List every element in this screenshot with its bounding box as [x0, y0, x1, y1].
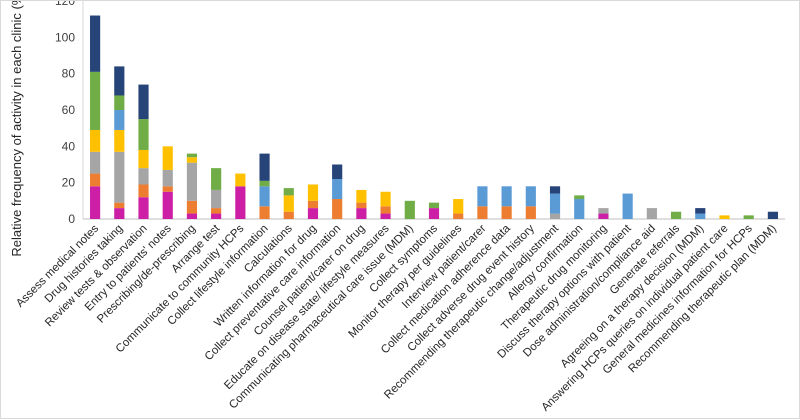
bar-segment — [598, 208, 609, 214]
bar-segment — [332, 199, 343, 219]
category-label: Review tests & observation — [43, 223, 150, 330]
bar-segment — [138, 168, 149, 185]
bar-segment — [186, 153, 198, 158]
y-tick-label: 120 — [55, 1, 75, 8]
bar-segment — [525, 186, 536, 207]
bar-segment — [695, 213, 706, 219]
bar-segment — [138, 149, 149, 169]
bar-segment — [453, 199, 464, 214]
bar-segment — [453, 213, 464, 219]
bar-segment — [477, 186, 488, 207]
y-tick-label: 40 — [62, 139, 76, 153]
bar-segment — [114, 202, 125, 209]
bar-segment — [356, 189, 367, 203]
bar-segment — [283, 195, 294, 212]
bar-segment — [186, 162, 198, 201]
bar-segment — [549, 186, 561, 194]
bar-segment — [356, 208, 367, 219]
bar-segment — [380, 191, 391, 207]
bar-segment — [332, 164, 343, 180]
bar-segment — [501, 186, 512, 207]
bar-segment — [283, 211, 294, 219]
bar-segment — [259, 153, 270, 181]
bar-segment — [211, 208, 222, 214]
bar-segment — [646, 208, 657, 219]
y-tick-label: 100 — [55, 30, 75, 44]
bar-segment — [162, 146, 173, 170]
bar-segment — [114, 66, 125, 96]
y-tick-label: 0 — [68, 212, 75, 226]
bar-segment — [138, 84, 149, 120]
bar-segment — [477, 206, 488, 219]
bar-segment — [380, 206, 391, 214]
bar-segment — [114, 208, 125, 219]
y-tick-label: 20 — [62, 176, 76, 190]
bar-segment — [670, 211, 682, 219]
bar-segment — [90, 129, 101, 152]
bar-segment — [186, 213, 198, 219]
bar-segment — [162, 169, 173, 187]
bar-segment — [114, 151, 125, 203]
bar-segment — [622, 193, 633, 219]
bar-segment — [138, 184, 149, 198]
bar-segment — [743, 215, 754, 219]
bar-segment — [695, 208, 706, 214]
y-tick-labels: 0 20 40 60 80 100 120 — [55, 1, 75, 226]
bar-segment — [767, 211, 778, 219]
bar-segment — [574, 195, 585, 200]
y-tick-label: 80 — [62, 67, 76, 81]
bar-segment — [380, 213, 391, 219]
bar-segment — [211, 168, 222, 190]
bar-segment — [307, 200, 319, 209]
bar-segment — [501, 206, 512, 219]
bar-segment — [114, 110, 125, 130]
bar-segment — [719, 215, 730, 219]
y-tick-label: 60 — [62, 103, 76, 117]
bar-segment — [114, 95, 125, 110]
bar-segment — [235, 186, 246, 219]
bars-group — [90, 15, 778, 219]
bar-segment — [404, 200, 415, 219]
bar-segment — [549, 213, 561, 219]
bar-segment — [574, 199, 585, 219]
bar-segment — [211, 189, 222, 209]
bar-segment — [90, 186, 101, 219]
bar-segment — [259, 180, 270, 187]
bar-segment — [162, 191, 173, 219]
bar-segment — [356, 202, 367, 209]
bar-segment — [259, 206, 270, 219]
bar-segment — [114, 129, 125, 152]
y-axis-title: Relative frequency of activity in each c… — [9, 1, 24, 257]
bar-segment — [428, 208, 440, 219]
bar-segment — [235, 173, 246, 187]
bar-segment — [186, 200, 198, 214]
bar-segment — [90, 151, 101, 174]
bar-segment — [549, 193, 561, 214]
bar-segment — [332, 179, 343, 200]
bar-segment — [598, 213, 609, 219]
bar-segment — [90, 173, 101, 187]
bar-segment — [138, 119, 149, 150]
bar-segment — [307, 208, 319, 219]
bar-segment — [283, 188, 294, 196]
bar-segment — [307, 184, 319, 201]
bar-segment — [211, 213, 222, 219]
bar-segment — [90, 71, 101, 130]
bar-segment — [90, 15, 101, 72]
bar-segment — [428, 202, 440, 209]
bar-segment — [138, 197, 149, 219]
bar-segment — [162, 186, 173, 192]
bar-segment — [186, 157, 198, 163]
bar-segment — [259, 186, 270, 207]
bar-segment — [525, 206, 536, 219]
